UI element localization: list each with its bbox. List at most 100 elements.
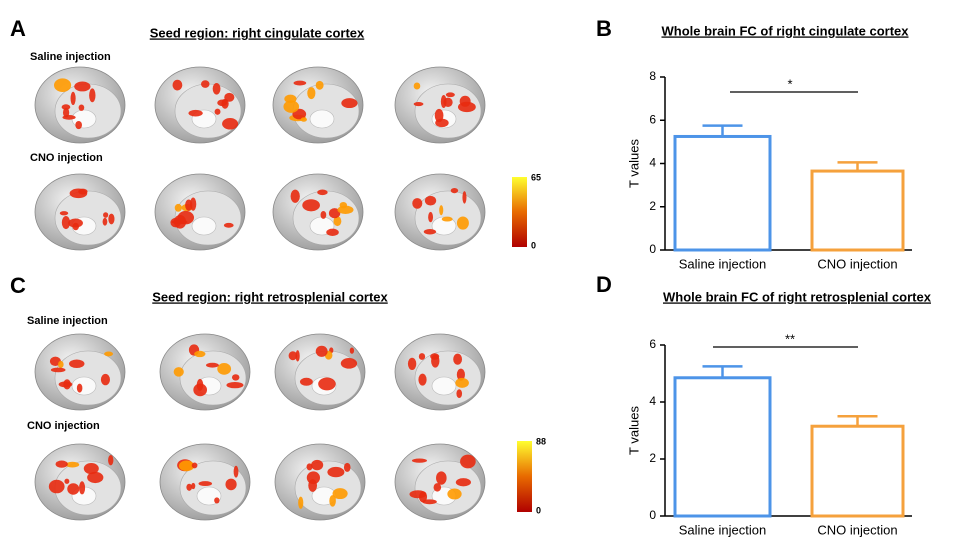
x-tick-label: CNO injection bbox=[817, 256, 897, 271]
activation bbox=[75, 120, 82, 130]
activation bbox=[418, 353, 426, 360]
activation bbox=[58, 381, 73, 388]
y-tick-label: 4 bbox=[649, 156, 656, 170]
activation bbox=[288, 351, 298, 361]
bar bbox=[673, 376, 772, 518]
activation bbox=[455, 377, 469, 388]
colorbar-max: 65 bbox=[531, 172, 541, 182]
activation bbox=[418, 373, 427, 386]
activation bbox=[308, 479, 318, 492]
ventricle bbox=[309, 109, 335, 129]
panel-title: Seed region: right cingulate cortex bbox=[150, 25, 365, 40]
activation bbox=[103, 212, 109, 218]
activation bbox=[224, 92, 235, 102]
activation bbox=[293, 80, 307, 86]
activation bbox=[436, 471, 447, 485]
activation bbox=[178, 460, 195, 472]
activation bbox=[295, 350, 300, 362]
activation bbox=[412, 198, 423, 209]
activation bbox=[231, 374, 240, 381]
row-label: CNO injection bbox=[27, 420, 100, 432]
activation bbox=[70, 91, 76, 106]
colorbar bbox=[512, 177, 527, 247]
activation bbox=[48, 479, 65, 494]
x-tick-label: CNO injection bbox=[817, 522, 897, 537]
activation bbox=[306, 463, 313, 471]
activation bbox=[311, 459, 324, 471]
activation bbox=[462, 191, 467, 204]
y-tick-label: 8 bbox=[649, 69, 656, 83]
activation bbox=[340, 358, 358, 369]
activation bbox=[447, 488, 462, 500]
chart-title: Whole brain FC of right cingulate cortex bbox=[661, 23, 909, 38]
activation bbox=[50, 367, 66, 373]
significance-label: ** bbox=[785, 331, 795, 346]
activation bbox=[329, 495, 336, 507]
activation bbox=[87, 471, 104, 484]
y-tick-label: 0 bbox=[649, 242, 656, 256]
activation bbox=[315, 80, 324, 90]
activation bbox=[55, 460, 68, 468]
y-tick-label: 6 bbox=[649, 337, 656, 351]
x-tick-label: Saline injection bbox=[679, 256, 766, 271]
y-tick-label: 0 bbox=[649, 508, 656, 522]
activation bbox=[440, 95, 447, 109]
activation bbox=[212, 82, 221, 95]
activation bbox=[326, 228, 339, 236]
bar bbox=[810, 169, 905, 252]
chart-title: Whole brain FC of right retrosplenial co… bbox=[663, 289, 932, 304]
activation bbox=[430, 353, 440, 360]
activation bbox=[191, 462, 198, 469]
activation bbox=[450, 187, 459, 194]
activation bbox=[173, 367, 184, 377]
activation bbox=[188, 109, 203, 117]
activation bbox=[62, 107, 70, 118]
activation bbox=[76, 383, 83, 393]
colorbar bbox=[517, 441, 532, 512]
activation bbox=[299, 377, 313, 386]
significance-label: * bbox=[787, 76, 792, 91]
activation bbox=[328, 208, 341, 219]
activation bbox=[104, 351, 114, 357]
y-axis-label: T values bbox=[626, 139, 641, 188]
activation bbox=[302, 199, 320, 212]
activation bbox=[196, 378, 204, 391]
activation bbox=[65, 461, 80, 468]
row-label: Saline injection bbox=[27, 315, 108, 327]
activation bbox=[456, 216, 469, 230]
activation bbox=[100, 373, 110, 386]
activation bbox=[453, 353, 463, 365]
activation bbox=[315, 345, 328, 357]
activation bbox=[89, 88, 96, 103]
activation bbox=[72, 222, 79, 231]
activation bbox=[79, 481, 86, 495]
activation bbox=[108, 455, 114, 466]
activation bbox=[318, 377, 336, 391]
activation bbox=[439, 205, 444, 216]
row-label: CNO injection bbox=[30, 152, 103, 164]
activation bbox=[206, 362, 219, 368]
activation bbox=[409, 490, 427, 499]
activation bbox=[317, 189, 328, 196]
x-tick-label: Saline injection bbox=[679, 522, 766, 537]
y-tick-label: 2 bbox=[649, 199, 656, 213]
panel-label: D bbox=[596, 272, 612, 297]
activation bbox=[61, 104, 71, 110]
activation bbox=[74, 81, 91, 92]
ventricle bbox=[191, 216, 217, 236]
panel-title: Seed region: right retrosplenial cortex bbox=[152, 289, 388, 304]
y-axis-label: T values bbox=[626, 406, 641, 455]
panel-label: C bbox=[10, 273, 26, 298]
activation bbox=[222, 118, 239, 130]
activation bbox=[445, 92, 455, 98]
y-tick-label: 6 bbox=[649, 112, 656, 126]
y-tick-label: 2 bbox=[649, 451, 656, 465]
activation bbox=[333, 216, 342, 227]
ventricle bbox=[431, 376, 457, 396]
bar bbox=[810, 424, 905, 518]
activation bbox=[69, 359, 85, 369]
activation bbox=[460, 454, 476, 469]
bar bbox=[673, 134, 772, 252]
activation bbox=[108, 213, 115, 225]
activation bbox=[332, 488, 348, 500]
